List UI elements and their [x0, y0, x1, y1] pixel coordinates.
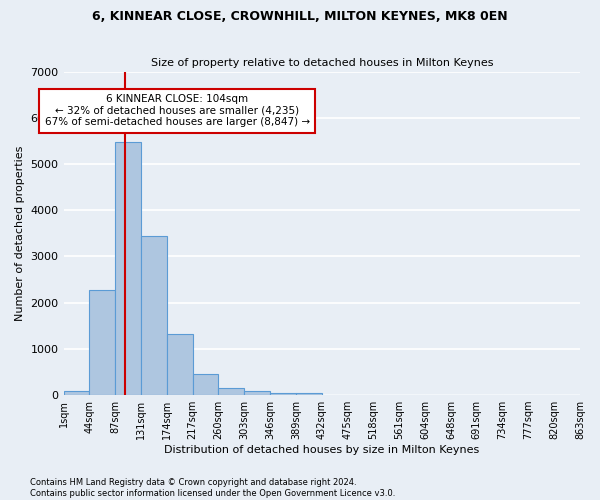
Text: Contains HM Land Registry data © Crown copyright and database right 2024.
Contai: Contains HM Land Registry data © Crown c… [30, 478, 395, 498]
Bar [115, 142, 141, 395]
X-axis label: Distribution of detached houses by size in Milton Keynes: Distribution of detached houses by size … [164, 445, 479, 455]
Bar [141, 236, 167, 395]
Bar [244, 391, 270, 395]
Text: 6 KINNEAR CLOSE: 104sqm
← 32% of detached houses are smaller (4,235)
67% of semi: 6 KINNEAR CLOSE: 104sqm ← 32% of detache… [44, 94, 310, 128]
Bar [270, 392, 296, 395]
Title: Size of property relative to detached houses in Milton Keynes: Size of property relative to detached ho… [151, 58, 493, 68]
Y-axis label: Number of detached properties: Number of detached properties [15, 146, 25, 321]
Bar [218, 388, 244, 395]
Bar [193, 374, 218, 395]
Bar [89, 290, 115, 395]
Bar [296, 394, 322, 395]
Text: 6, KINNEAR CLOSE, CROWNHILL, MILTON KEYNES, MK8 0EN: 6, KINNEAR CLOSE, CROWNHILL, MILTON KEYN… [92, 10, 508, 23]
Bar [64, 392, 89, 395]
Bar [167, 334, 193, 395]
